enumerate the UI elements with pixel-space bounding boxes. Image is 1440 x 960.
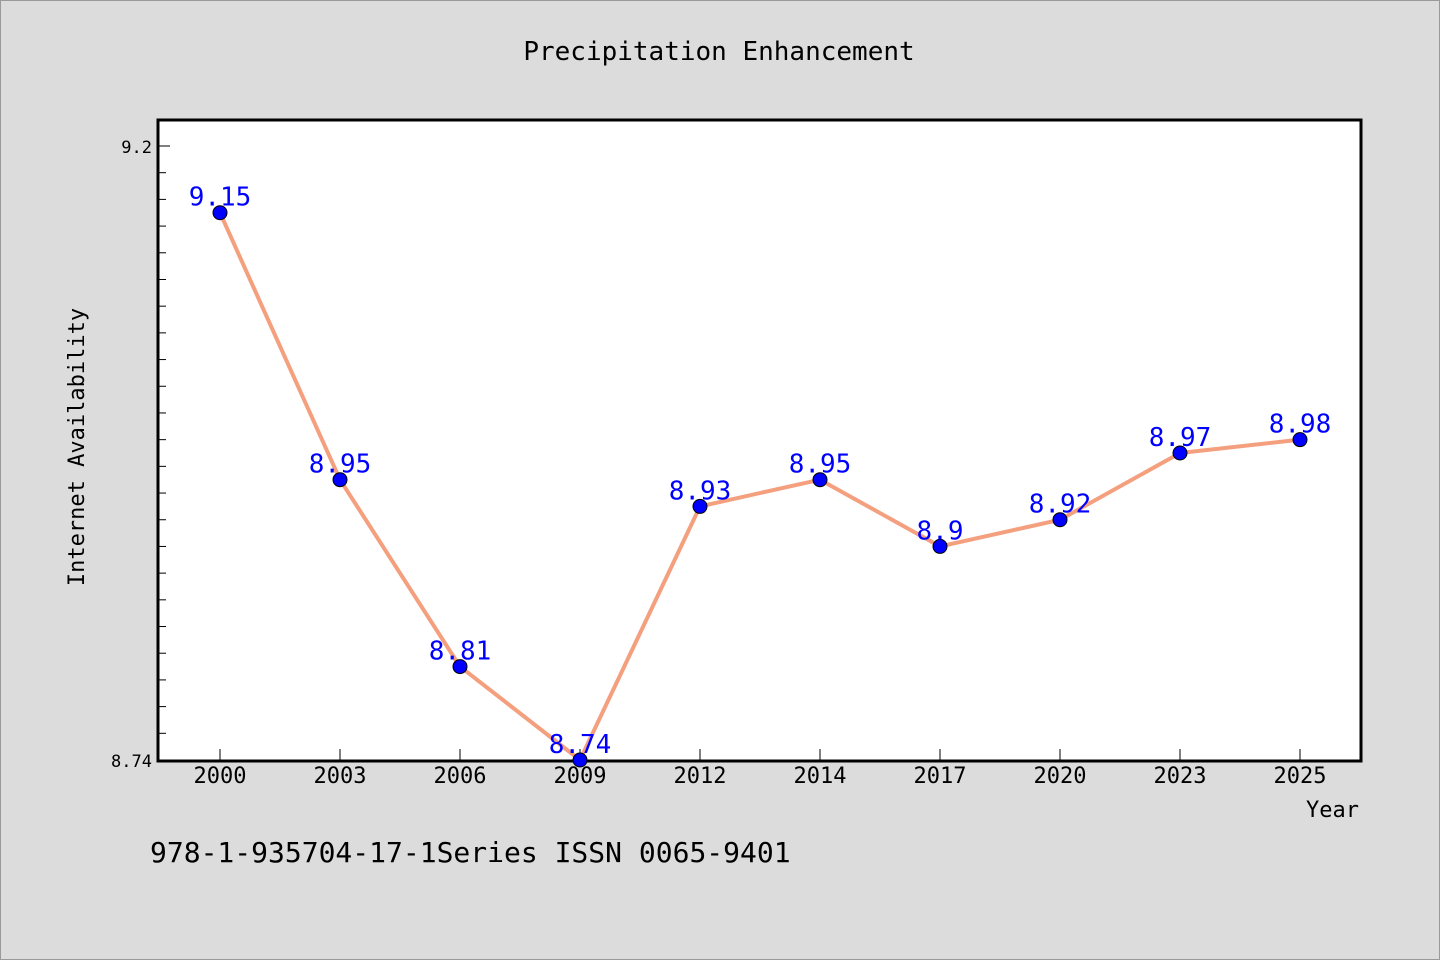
data-label: 8.9	[917, 516, 964, 546]
footer-text: 978-1-935704-17-1Series ISSN 0065-9401	[150, 836, 791, 869]
data-label: 9.15	[189, 183, 252, 213]
data-point-marker	[212, 205, 228, 221]
x-tick-label: 2000	[194, 764, 247, 789]
data-label: 8.98	[1269, 410, 1332, 440]
y-minor-ticks	[158, 145, 170, 761]
data-label: 8.93	[669, 476, 732, 506]
data-label: 8.95	[309, 450, 372, 480]
chart-title: Precipitation Enhancement	[523, 37, 914, 67]
y-axis-label: Internet Availability	[65, 308, 90, 586]
data-point-marker	[692, 498, 708, 514]
x-tick-label: 2003	[314, 764, 367, 789]
x-tick-label: 2012	[674, 764, 727, 789]
y-tick-label-bottom: 8.74	[111, 752, 152, 772]
x-tick-label: 2009	[554, 764, 607, 789]
x-ticks: 2000 2003 2006 2009 2012 2014 2017 2020 2023 2025	[194, 749, 1327, 789]
x-tick-label: 2006	[434, 764, 487, 789]
x-tick-label: 2020	[1034, 764, 1087, 789]
data-point-marker	[1052, 512, 1068, 528]
x-tick-label: 2014	[794, 764, 847, 789]
data-point-marker	[932, 538, 948, 554]
data-label: 8.92	[1029, 490, 1092, 520]
series-line	[218, 211, 1301, 762]
series-markers	[212, 205, 1308, 768]
data-point-marker	[332, 472, 348, 488]
data-point-marker	[1292, 432, 1308, 448]
data-point-marker	[812, 472, 828, 488]
data-labels: 9.15 8.95 8.81 8.74 8.93 8.95 8.9 8.92 8.97 8.98	[189, 183, 1332, 760]
data-point-marker	[1172, 445, 1188, 461]
data-label: 8.74	[549, 730, 612, 760]
data-point-marker	[572, 752, 588, 768]
x-axis-label: Year	[1306, 798, 1359, 823]
x-tick-label: 2017	[914, 764, 967, 789]
data-label: 8.97	[1149, 423, 1212, 453]
data-label: 8.95	[789, 450, 852, 480]
y-tick-label-top: 9.2	[121, 138, 152, 158]
x-tick-label: 2025	[1274, 764, 1327, 789]
data-label: 8.81	[429, 637, 492, 667]
x-tick-label: 2023	[1154, 764, 1207, 789]
plot-area	[156, 118, 1363, 763]
data-point-marker	[452, 659, 468, 675]
